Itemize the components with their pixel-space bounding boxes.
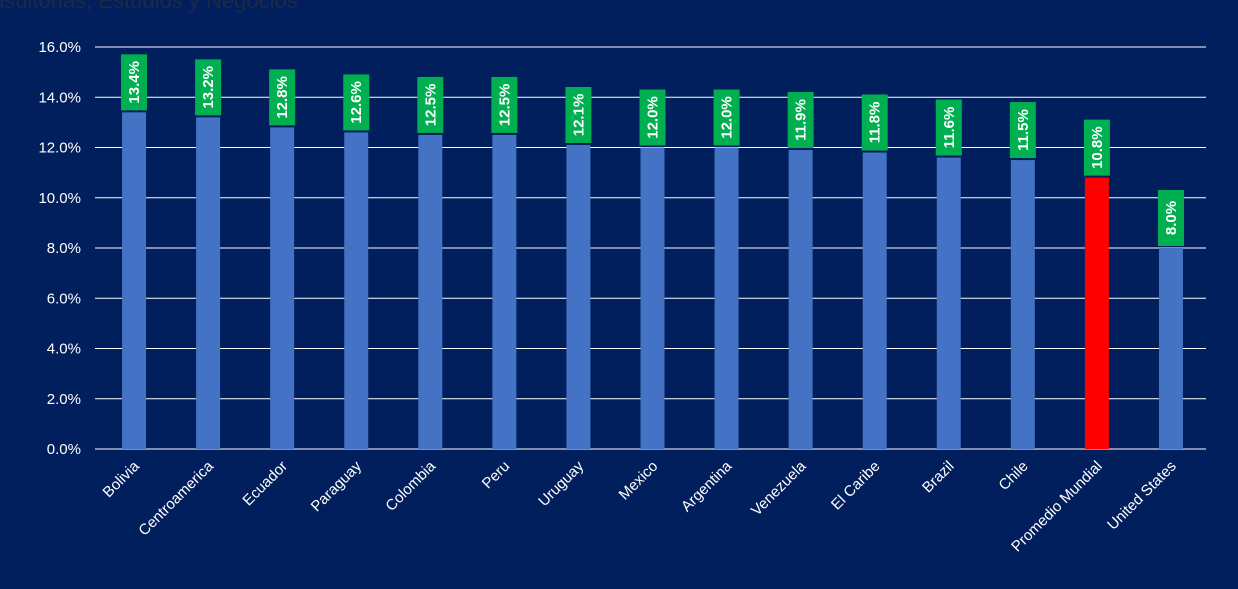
category-label: Paraguay <box>308 457 366 515</box>
bar <box>640 147 665 449</box>
category-label: Bolivia <box>100 457 144 501</box>
category-label: Centroamerica <box>135 457 217 539</box>
data-label-box <box>1083 119 1110 176</box>
bar <box>196 117 221 449</box>
data-label: 10.8% <box>1089 126 1106 169</box>
data-label-box <box>935 99 962 156</box>
y-tick-label: 2.0% <box>47 391 81 408</box>
data-label-box <box>1157 190 1184 246</box>
bar <box>122 112 147 449</box>
category-label: Ecuador <box>239 458 291 510</box>
category-label: El Caribe <box>828 458 884 514</box>
data-label-box <box>861 94 888 151</box>
y-tick-label: 4.0% <box>47 341 81 358</box>
bar <box>862 152 887 449</box>
data-label-box <box>417 76 444 133</box>
data-label: 11.9% <box>793 99 810 141</box>
data-label-box <box>1009 102 1036 159</box>
data-label-box <box>787 92 814 149</box>
category-label: Colombia <box>382 457 439 514</box>
bar <box>418 134 443 449</box>
data-label: 12.5% <box>422 84 439 127</box>
data-label: 8.0% <box>1163 201 1180 235</box>
data-label: 13.4% <box>126 61 143 104</box>
bar <box>344 132 369 450</box>
category-label: Chile <box>995 458 1031 494</box>
category-label: United States <box>1104 458 1180 534</box>
data-label-box <box>639 89 666 146</box>
data-label: 13.2% <box>200 66 217 109</box>
bar <box>1010 160 1035 449</box>
data-label: 12.5% <box>496 84 513 127</box>
y-tick-label: 16.0% <box>38 39 81 56</box>
y-tick-label: 10.0% <box>38 190 81 207</box>
bar <box>788 150 813 449</box>
data-label-box <box>195 59 222 116</box>
data-label: 12.0% <box>719 96 736 139</box>
data-label: 12.1% <box>570 94 587 137</box>
y-tick-label: 0.0% <box>47 441 81 458</box>
data-label: 12.6% <box>348 81 365 124</box>
category-label: Argentina <box>678 457 736 515</box>
data-label: 11.8% <box>867 102 884 144</box>
bar <box>936 157 961 450</box>
category-label: Uruguay <box>535 457 587 509</box>
y-tick-label: 12.0% <box>38 140 81 157</box>
data-label-box <box>121 54 148 111</box>
source-text: nsultorias, Estudios y Negocios <box>0 0 298 13</box>
data-label-box <box>269 69 296 126</box>
data-label: 11.5% <box>1015 109 1032 151</box>
data-label: 12.8% <box>274 76 291 119</box>
data-label: 12.0% <box>645 96 662 139</box>
y-tick-label: 8.0% <box>47 240 81 257</box>
y-tick-label: 6.0% <box>47 290 81 307</box>
bar <box>714 147 739 449</box>
data-label: 11.6% <box>941 107 958 149</box>
data-label-box <box>565 86 592 143</box>
category-label: Venezuela <box>748 457 810 519</box>
bar <box>1158 248 1183 449</box>
category-label: Peru <box>479 458 513 492</box>
category-label: Brazil <box>919 458 958 497</box>
bar <box>492 134 517 449</box>
data-label-box <box>491 76 518 133</box>
bar <box>1084 177 1109 449</box>
bar <box>566 144 591 450</box>
y-tick-label: 14.0% <box>38 89 81 106</box>
bar <box>270 127 295 450</box>
data-label-box <box>343 74 370 131</box>
category-label: Mexico <box>616 458 662 504</box>
data-label-box <box>713 89 740 146</box>
